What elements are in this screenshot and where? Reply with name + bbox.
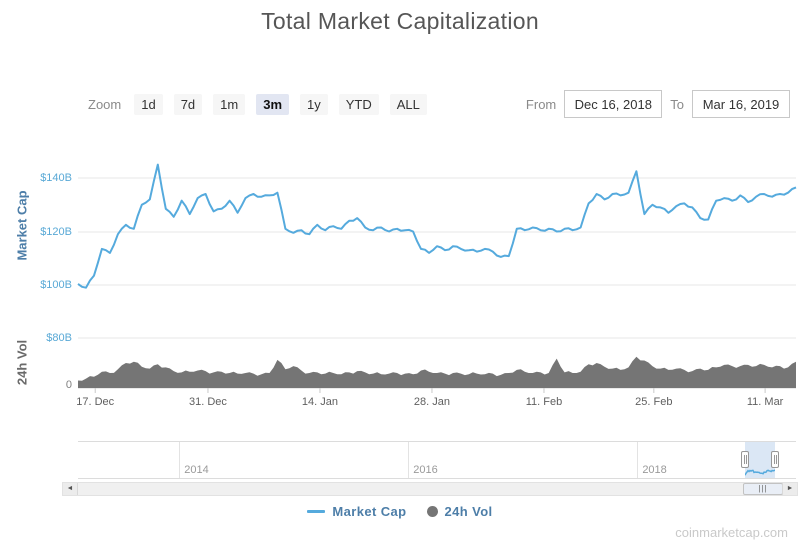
range-selector: Zoom 1d 7d 1m 3m 1y YTD ALL From To [88,90,790,118]
ytick-140b: $140B [40,172,72,184]
navigator-year-label: 2018 [642,464,667,476]
scrollbar-left-arrow-icon[interactable]: ◄ [63,483,78,495]
zoom-button-group: Zoom 1d 7d 1m 3m 1y YTD ALL [88,93,427,115]
navigator-year-label: 2016 [413,464,438,476]
ytick-100b: $100B [40,279,72,291]
scrollbar-right-arrow-icon[interactable]: ► [782,483,797,495]
ytick-80b: $80B [46,332,72,344]
line-marker-icon [307,510,326,513]
date-range-group: From To [526,90,790,118]
legend-item-market-cap[interactable]: Market Cap [307,504,406,519]
page-title: Total Market Capitalization [261,8,539,34]
to-date-input[interactable] [692,90,790,118]
ytick-120b: $120B [40,226,72,238]
navigator-right-handle-icon[interactable] [771,451,780,468]
legend-label: 24h Vol [444,504,493,519]
navigator-left-handle-icon[interactable] [741,451,750,468]
scrollbar-thumb[interactable]: ||| [743,483,783,495]
zoom-button-7d[interactable]: 7d [173,93,203,115]
zoom-button-1y[interactable]: 1y [300,93,328,115]
legend-item-24h-vol[interactable]: 24h Vol [426,504,493,519]
zoom-button-1m[interactable]: 1m [213,93,246,115]
to-label: To [670,96,684,112]
circle-marker-icon [426,506,438,517]
zoom-label: Zoom [88,96,122,112]
price-volume-chart[interactable] [0,130,800,420]
navigator-gridline [408,442,410,478]
volume-area[interactable] [78,356,796,388]
ytick-0: 0 [65,379,72,391]
from-date-input[interactable] [564,90,663,118]
zoom-button-ytd[interactable]: YTD [338,93,379,115]
navigator-gridline [637,442,639,478]
zoom-button-all[interactable]: ALL [389,93,427,115]
zoom-button-3m[interactable]: 3m [256,93,290,115]
market-cap-line[interactable] [77,163,797,289]
from-label: From [525,96,557,112]
zoom-buttons: 1d 7d 1m 3m 1y YTD ALL [134,93,427,115]
legend: Market Cap 24h Vol [0,504,800,519]
navigator[interactable]: 2014 2016 2018 [78,441,796,479]
navigator-selection[interactable] [744,442,776,478]
navigator-gridline [179,442,181,478]
scrollbar[interactable]: ◄ ||| ► [62,482,798,496]
zoom-button-1d[interactable]: 1d [134,93,163,115]
legend-label: Market Cap [332,504,407,519]
navigator-mini-series [744,469,776,476]
navigator-year-label: 2014 [184,464,209,476]
watermark: coinmarketcap.com [675,525,788,540]
